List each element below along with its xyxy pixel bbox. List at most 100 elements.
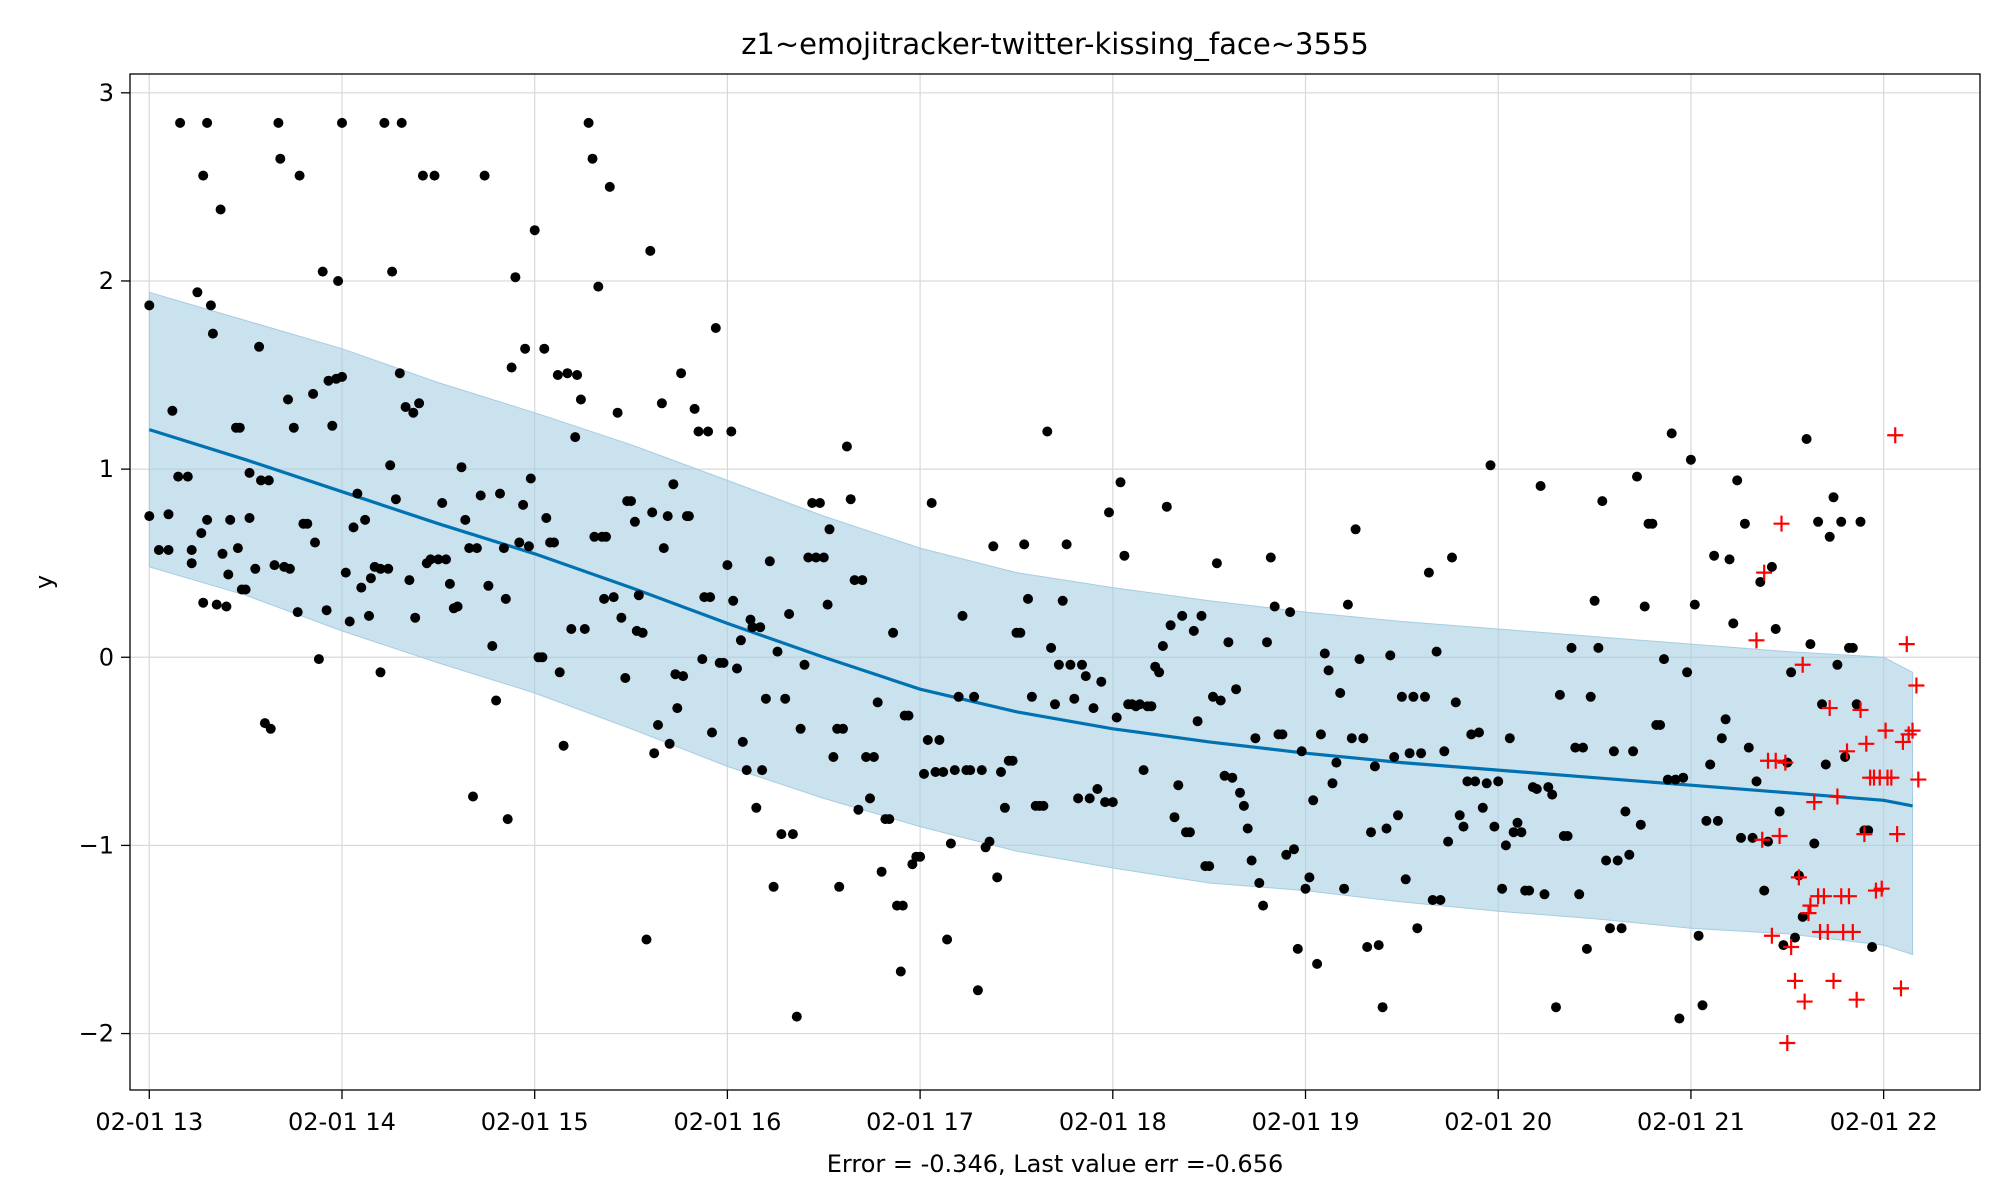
observed-point	[1678, 772, 1689, 783]
observed-point	[799, 659, 810, 670]
observed-point	[1335, 688, 1346, 698]
observed-point	[728, 595, 739, 606]
observed-point	[558, 740, 569, 751]
observed-point	[703, 426, 714, 437]
holdout-point	[1796, 993, 1813, 1010]
observed-point	[608, 592, 619, 603]
observed-point	[417, 170, 428, 181]
observed-point	[221, 601, 232, 612]
observed-point	[1474, 727, 1484, 738]
observed-point	[915, 851, 926, 862]
observed-point	[834, 881, 845, 892]
observed-point	[919, 768, 929, 779]
observed-point	[1786, 667, 1797, 678]
observed-point	[244, 513, 255, 523]
observed-point	[167, 405, 178, 416]
observed-point	[1319, 648, 1330, 659]
observed-point	[1134, 699, 1145, 710]
observed-point	[1050, 699, 1060, 710]
observed-point	[375, 667, 386, 678]
holdout-point	[1900, 726, 1917, 743]
observed-point	[514, 537, 525, 548]
observed-point	[1238, 800, 1249, 811]
holdout-point	[1898, 636, 1915, 653]
observed-point	[1828, 492, 1839, 503]
holdout-point	[1790, 869, 1807, 886]
observed-point	[1466, 729, 1477, 740]
observed-point	[926, 498, 937, 508]
observed-point	[849, 575, 860, 586]
observed-point	[976, 765, 987, 776]
observed-point	[396, 117, 407, 128]
holdout-point	[1800, 905, 1817, 922]
observed-point	[745, 614, 756, 625]
observed-point	[1635, 819, 1646, 830]
observed-point	[410, 612, 421, 623]
observed-point	[1716, 733, 1727, 744]
observed-point	[1774, 806, 1785, 817]
observed-point	[612, 407, 623, 418]
observed-point	[1612, 855, 1623, 866]
holdout-point	[1821, 700, 1838, 717]
observed-point	[1697, 1000, 1708, 1011]
observed-point	[1111, 712, 1122, 723]
observed-point	[1867, 942, 1878, 952]
observed-point	[984, 836, 995, 847]
observed-point	[273, 117, 284, 128]
observed-point	[202, 117, 213, 128]
y-tick-label: −1	[79, 831, 114, 859]
observed-point	[1215, 695, 1226, 706]
observed-point	[705, 592, 716, 603]
observed-point	[795, 723, 806, 734]
holdout-point	[1910, 771, 1927, 788]
observed-point	[1242, 823, 1253, 834]
observed-point	[456, 462, 467, 473]
observed-point	[498, 543, 509, 554]
observed-point	[364, 610, 374, 621]
observed-point	[1443, 836, 1454, 847]
observed-point	[1389, 752, 1400, 762]
observed-point	[379, 117, 390, 128]
observed-point	[678, 671, 689, 682]
observed-point	[1300, 883, 1311, 894]
observed-point	[1736, 832, 1746, 843]
observed-point	[934, 735, 945, 745]
holdout-point	[1819, 923, 1836, 940]
observed-point	[1470, 776, 1481, 787]
observed-point	[996, 767, 1006, 777]
observed-point	[390, 494, 401, 505]
holdout-point	[1848, 991, 1865, 1008]
observed-point	[1778, 940, 1789, 951]
observed-point	[1061, 539, 1072, 550]
observed-point	[838, 723, 848, 734]
observed-point	[1092, 784, 1103, 794]
observed-point	[356, 582, 367, 593]
observed-point	[1369, 761, 1380, 772]
observed-point	[173, 471, 184, 482]
observed-point	[400, 402, 411, 412]
observed-point	[1682, 667, 1693, 678]
observed-point	[992, 872, 1003, 883]
observed-point	[225, 514, 236, 525]
observed-point	[587, 153, 598, 164]
observed-point	[1820, 759, 1831, 770]
observed-point	[828, 752, 839, 762]
observed-point	[375, 563, 386, 574]
holdout-point	[1777, 754, 1794, 771]
observed-point	[1447, 552, 1457, 563]
observed-point	[857, 575, 868, 586]
observed-point	[1289, 844, 1299, 855]
holdout-point	[1858, 735, 1875, 752]
observed-point	[360, 514, 371, 525]
observed-point	[1662, 774, 1673, 785]
observed-point	[1485, 460, 1496, 471]
observed-point	[1065, 659, 1076, 670]
observed-point	[1659, 654, 1669, 665]
observed-point	[414, 398, 425, 409]
observed-point	[768, 881, 779, 892]
observed-point	[1254, 878, 1265, 888]
observed-point	[1277, 729, 1288, 740]
observed-point	[1223, 637, 1234, 648]
holdout-point	[1815, 888, 1832, 905]
observed-point	[182, 471, 193, 482]
